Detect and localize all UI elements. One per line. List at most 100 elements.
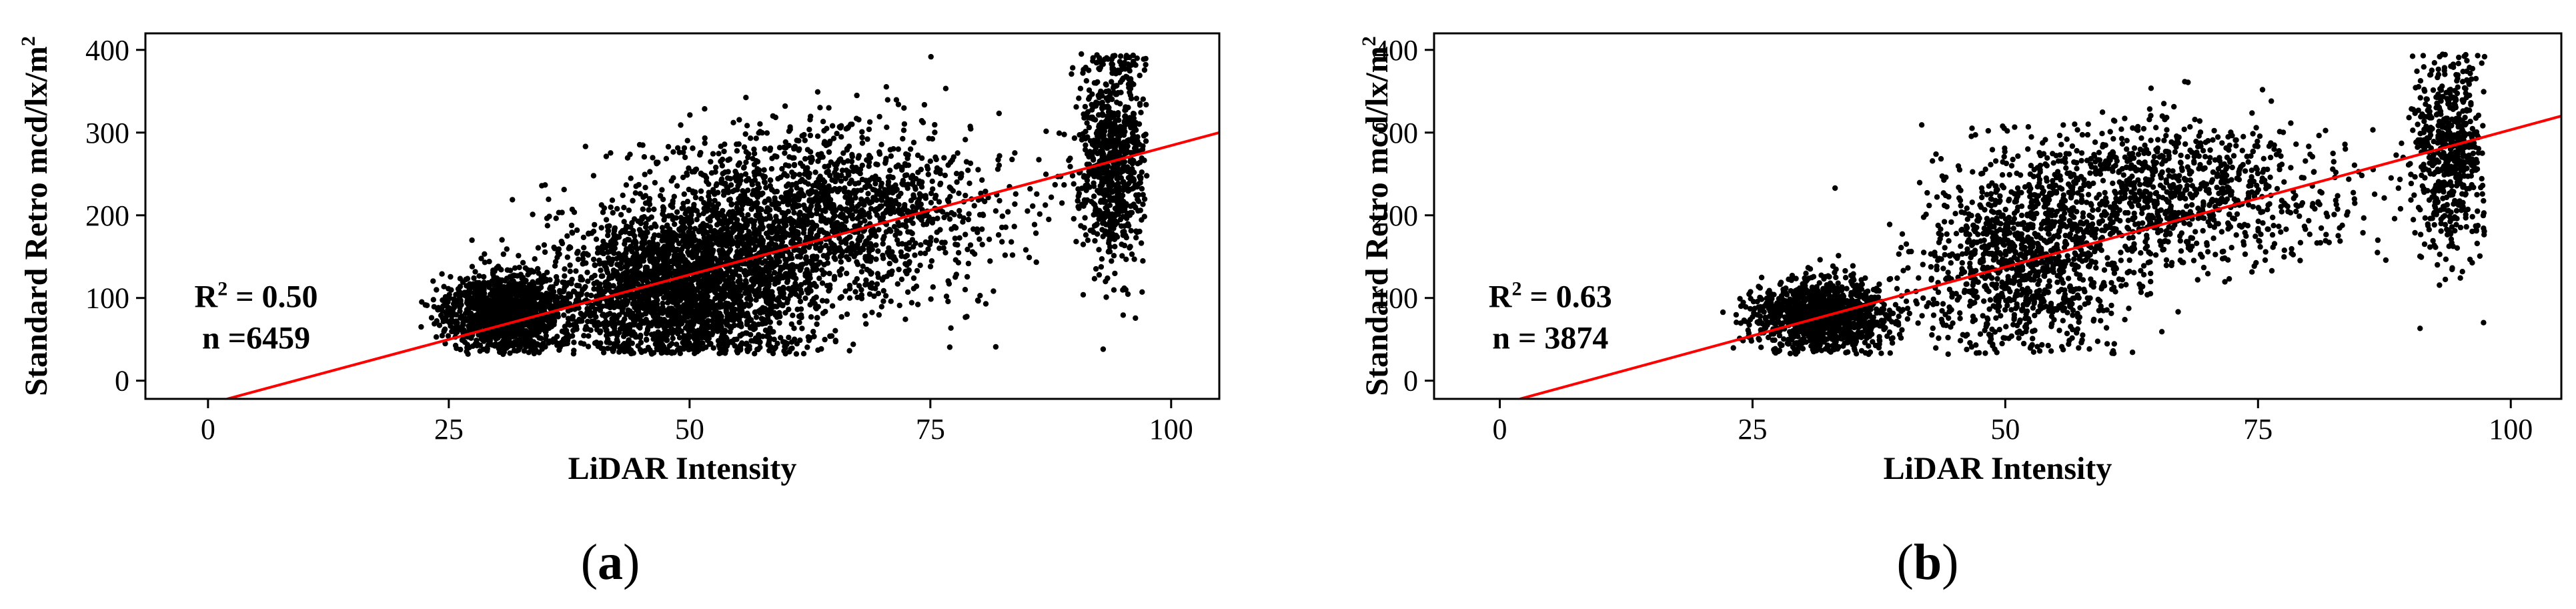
data-point xyxy=(561,187,567,193)
data-point xyxy=(688,231,695,237)
data-point xyxy=(478,255,484,261)
data-point xyxy=(604,298,610,304)
data-point xyxy=(852,289,858,295)
data-point xyxy=(797,254,804,260)
data-point xyxy=(977,236,983,242)
data-point xyxy=(827,333,833,340)
data-point xyxy=(510,197,516,203)
data-point xyxy=(826,196,832,203)
data-point xyxy=(1096,271,1103,278)
data-point xyxy=(581,245,587,251)
data-point xyxy=(614,255,620,261)
data-point xyxy=(594,249,601,256)
data-point xyxy=(950,188,956,194)
data-point xyxy=(724,285,730,291)
data-point xyxy=(816,275,822,281)
data-point xyxy=(458,315,464,321)
data-point xyxy=(535,265,541,272)
data-point xyxy=(743,95,749,101)
data-point xyxy=(1110,114,1116,120)
data-point xyxy=(742,131,748,137)
data-point xyxy=(629,219,635,226)
data-point xyxy=(753,135,759,141)
data-point xyxy=(793,246,799,253)
data-point xyxy=(893,97,900,103)
data-point xyxy=(1105,249,1112,255)
data-point xyxy=(770,350,776,357)
data-point xyxy=(946,216,953,222)
data-point xyxy=(889,249,895,255)
data-point xyxy=(1082,103,1089,110)
data-point xyxy=(797,160,804,166)
data-point xyxy=(891,254,897,260)
data-point xyxy=(873,256,879,262)
data-point xyxy=(807,231,814,238)
data-point xyxy=(712,191,718,197)
data-point xyxy=(1034,191,1040,197)
data-point xyxy=(865,191,871,197)
data-point xyxy=(900,135,906,142)
data-point xyxy=(910,179,916,185)
data-point xyxy=(693,207,700,213)
data-point xyxy=(1139,289,1145,295)
data-point xyxy=(686,186,692,193)
data-point xyxy=(643,224,649,230)
data-point xyxy=(928,258,935,264)
data-point xyxy=(627,308,633,314)
data-point xyxy=(1116,117,1122,123)
data-point xyxy=(696,238,702,244)
data-point xyxy=(597,261,603,267)
data-point xyxy=(646,195,653,202)
data-point xyxy=(814,133,821,139)
data-point xyxy=(1143,101,1149,108)
data-point xyxy=(569,229,575,235)
data-point xyxy=(952,257,959,263)
data-point xyxy=(906,267,912,273)
data-point xyxy=(804,269,811,275)
data-point xyxy=(574,227,580,233)
data-point xyxy=(1095,150,1101,157)
data-point xyxy=(673,215,679,221)
data-point xyxy=(629,340,635,346)
data-point xyxy=(799,221,805,227)
data-point xyxy=(862,217,868,224)
data-point xyxy=(716,241,722,247)
data-point xyxy=(738,299,744,305)
data-point xyxy=(823,242,829,249)
data-point xyxy=(884,124,890,130)
data-point xyxy=(1081,115,1087,121)
data-point xyxy=(690,254,696,261)
data-point xyxy=(1135,161,1141,167)
data-point xyxy=(700,250,706,257)
data-point xyxy=(660,300,666,306)
data-point xyxy=(694,217,700,223)
data-point xyxy=(736,160,742,166)
data-point xyxy=(720,207,726,214)
data-point xyxy=(1083,232,1089,238)
data-point xyxy=(662,334,668,340)
data-point xyxy=(891,223,898,229)
data-point xyxy=(880,255,886,261)
data-point xyxy=(838,134,844,140)
data-point xyxy=(1080,291,1087,298)
data-point xyxy=(504,246,510,252)
data-point xyxy=(657,193,664,199)
data-point xyxy=(724,184,730,190)
data-point xyxy=(751,151,758,157)
data-point xyxy=(928,296,934,302)
data-point xyxy=(791,155,797,161)
data-point xyxy=(807,132,814,139)
data-point xyxy=(780,195,786,202)
data-point xyxy=(430,278,436,284)
data-point xyxy=(933,156,939,163)
data-point xyxy=(586,333,592,339)
data-point xyxy=(962,137,969,143)
data-point xyxy=(910,192,916,198)
data-point xyxy=(834,131,840,137)
data-point xyxy=(886,260,893,267)
data-point xyxy=(768,229,775,235)
data-point xyxy=(646,207,652,213)
data-point xyxy=(691,201,697,207)
data-point xyxy=(1095,137,1101,143)
data-point xyxy=(603,217,610,223)
